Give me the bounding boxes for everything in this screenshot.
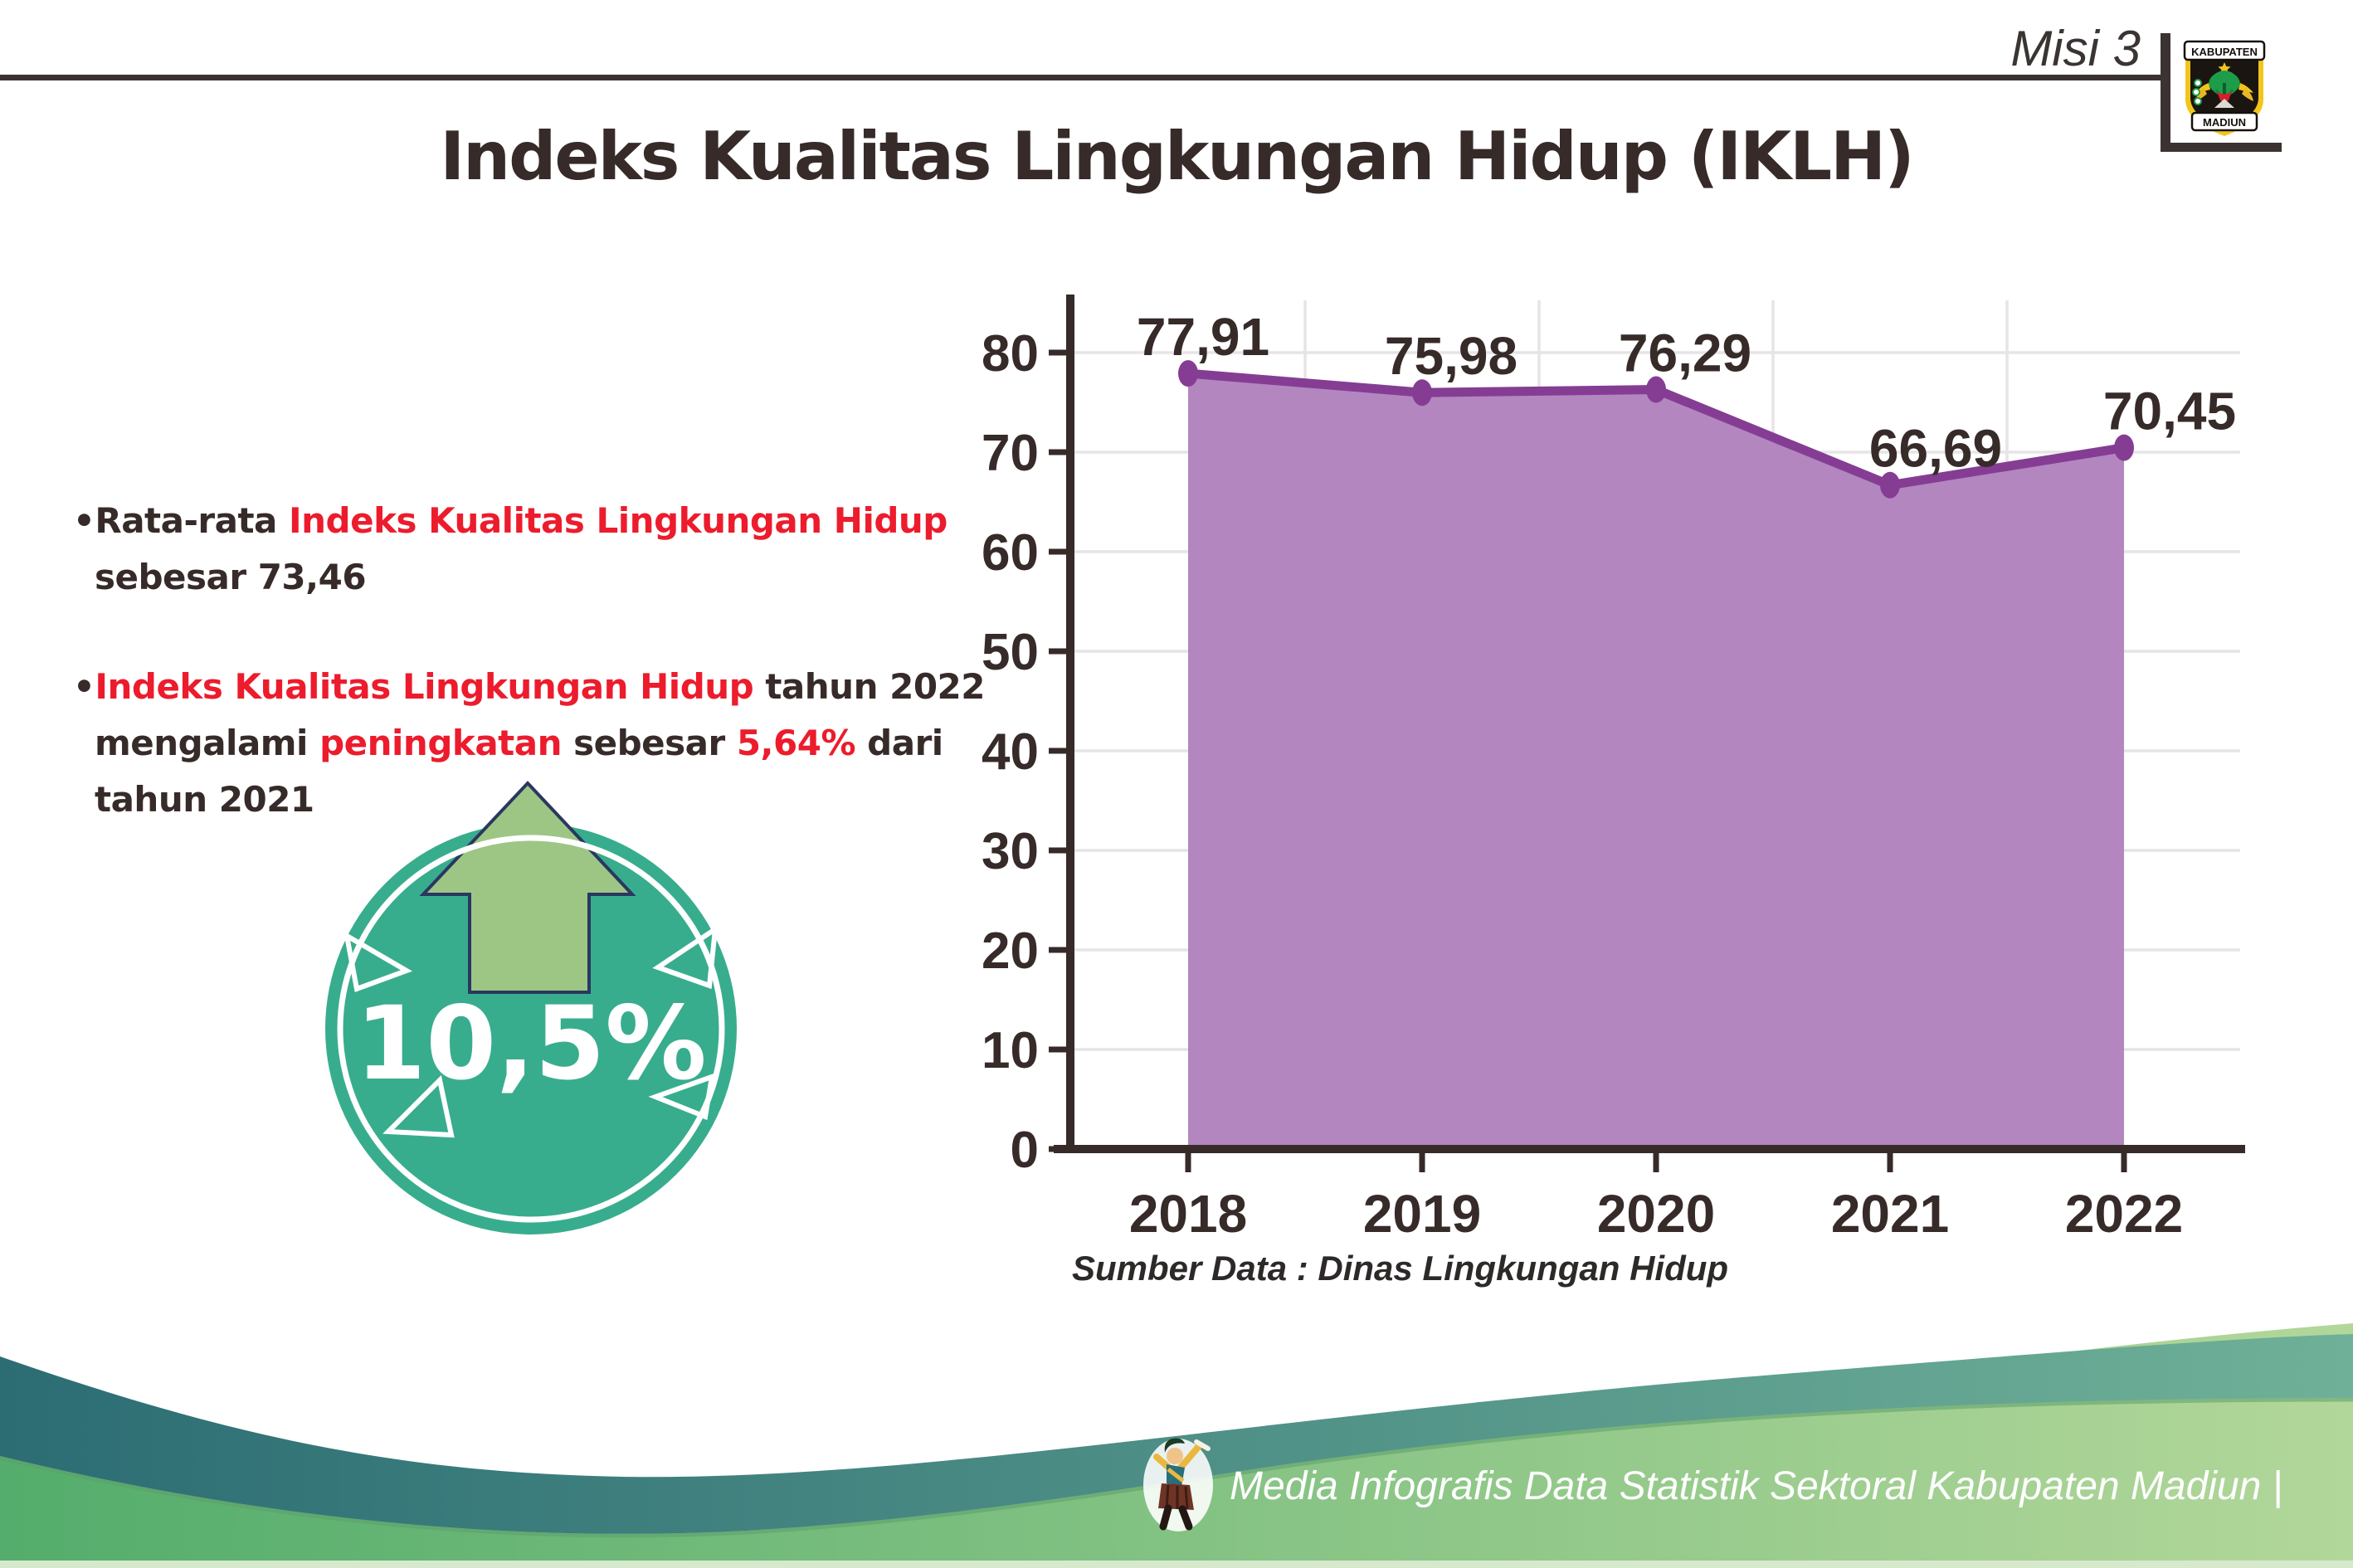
data-label: 66,69 (1869, 419, 2002, 479)
insight-line: •Rata-rata Indeks Kualitas Lingkungan Hi… (73, 500, 948, 541)
growth-value: 10,5% (355, 985, 706, 1103)
insight-line: tahun 2021 (95, 779, 314, 820)
y-tick-label: 60 (982, 524, 1039, 582)
data-point (2114, 434, 2134, 461)
y-tick-label: 10 (982, 1022, 1039, 1079)
iklh-area-chart: 77,91 75,98 76,29 66,69 70,45 0 10 20 30 40 50 60 70… (982, 295, 2245, 1244)
footer-credit: Media Infografis Data Statistik Sektoral… (1230, 1464, 2283, 1508)
insight-list: •Rata-rata Indeks Kualitas Lingkungan Hi… (73, 493, 1069, 881)
data-label: 75,98 (1385, 326, 1518, 386)
source-note: Sumber Data : Dinas Lingkungan Hidup (1072, 1249, 1729, 1288)
x-tick-label: 2019 (1363, 1184, 1481, 1244)
y-tick-label: 80 (982, 325, 1039, 382)
mascot-icon (1143, 1438, 1213, 1531)
footer-strip (0, 1561, 2353, 1568)
y-tick-label: 30 (982, 823, 1039, 880)
data-point (1880, 471, 1900, 499)
y-tick-label: 50 (982, 624, 1039, 681)
footer-wave-teal (0, 1334, 2353, 1534)
data-label: 76,29 (1619, 324, 1751, 383)
badge-ring (337, 835, 725, 1223)
kabupaten-madiun-emblem-icon: KABUPATEN MADIUN (2183, 40, 2266, 136)
x-tick-label: 2020 (1597, 1184, 1715, 1244)
x-tick-label: 2022 (2065, 1184, 2183, 1244)
y-tick-label: 20 (982, 923, 1039, 980)
bottom-banner-text: MADIUN (2203, 116, 2246, 129)
data-point (1412, 379, 1432, 407)
page-title: Indeks Kualitas Lingkungan Hidup (IKLH) (440, 118, 1914, 195)
area-series (1188, 373, 2124, 1149)
logo-bracket-horizontal (2161, 143, 2282, 152)
insight-bullet: •Rata-rata Indeks Kualitas Lingkungan Hi… (73, 493, 1069, 606)
top-banner-text: KABUPATEN (2191, 46, 2258, 58)
data-label: 70,45 (2103, 382, 2236, 441)
insight-line: sebesar 73,46 (95, 557, 367, 597)
data-label: 77,91 (1137, 307, 1269, 367)
header-rule (0, 75, 2161, 80)
growth-badge: 10,5% (325, 781, 737, 1234)
footer-wave-green (0, 1323, 2353, 1568)
wings-icon (2195, 83, 2253, 93)
bullet-marker: • (73, 500, 95, 541)
data-point (1178, 360, 1198, 387)
triangle-accent-icon (382, 1074, 455, 1138)
insight-line: •Indeks Kualitas Lingkungan Hidup tahun … (73, 666, 985, 707)
bottom-banner-ribbon (2190, 111, 2258, 132)
y-tick-label: 0 (1011, 1122, 1039, 1179)
insight-bullet: •Indeks Kualitas Lingkungan Hidup tahun … (73, 659, 1069, 828)
y-tick-label: 40 (982, 723, 1039, 781)
mountain-icon (2214, 99, 2234, 108)
footer-wave (0, 1323, 2353, 1568)
triangle-accent-icon (343, 931, 413, 993)
triangle-accent-icon (652, 923, 719, 990)
y-tick-label: 70 (982, 425, 1039, 482)
data-point (1646, 376, 1666, 403)
logo-bracket-vertical (2161, 33, 2170, 152)
x-tick-label: 2021 (1831, 1184, 1949, 1244)
bullet-marker: • (73, 666, 95, 707)
x-tick-label: 2018 (1129, 1184, 1247, 1244)
arrow-up-icon (419, 781, 636, 994)
insight-line: mengalami peningkatan sebesar 5,64% dari (95, 723, 943, 763)
misi-label: Misi 3 (2010, 21, 2141, 76)
top-banner-ribbon (2183, 40, 2266, 61)
triangle-accent-icon (648, 1073, 715, 1121)
